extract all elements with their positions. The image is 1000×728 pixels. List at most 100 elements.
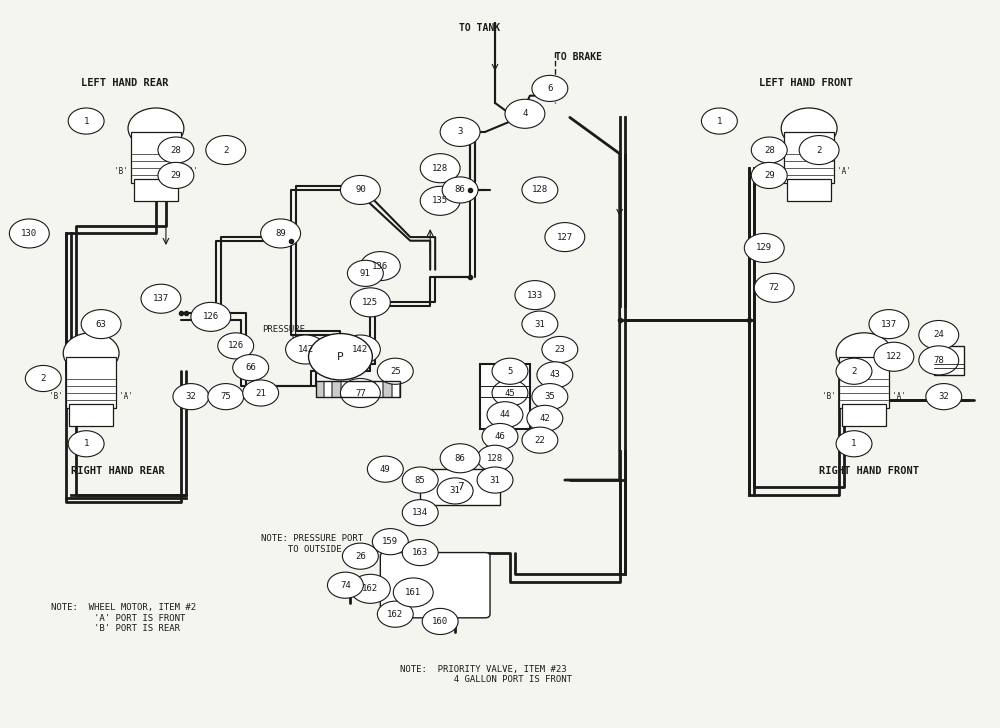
Text: 130: 130 (21, 229, 37, 238)
Bar (366, 381, 374, 397)
Bar (316, 381, 400, 397)
Text: 142: 142 (297, 345, 314, 354)
Text: 66: 66 (245, 363, 256, 372)
Circle shape (81, 309, 121, 339)
Circle shape (128, 108, 184, 149)
Bar (839, 357, 889, 408)
Bar (131, 132, 181, 183)
Circle shape (545, 223, 585, 252)
Text: 91: 91 (360, 269, 371, 278)
Bar (69, 404, 113, 426)
Text: 'B': 'B' (49, 392, 63, 401)
Text: 128: 128 (432, 164, 448, 173)
Circle shape (350, 574, 390, 604)
Text: 'A': 'A' (837, 167, 851, 176)
Text: 126: 126 (228, 341, 244, 350)
Text: TO TANK: TO TANK (459, 23, 501, 33)
Text: 137: 137 (153, 294, 169, 304)
Text: 85: 85 (415, 475, 426, 485)
Text: 28: 28 (764, 146, 775, 154)
Text: 86: 86 (455, 454, 465, 463)
Circle shape (836, 358, 872, 384)
Circle shape (744, 234, 784, 263)
Bar (842, 404, 886, 426)
Circle shape (440, 444, 480, 472)
Circle shape (243, 380, 279, 406)
Circle shape (527, 405, 563, 432)
Circle shape (492, 358, 528, 384)
Circle shape (402, 539, 438, 566)
Text: 32: 32 (185, 392, 196, 401)
Text: 'A': 'A' (119, 392, 133, 401)
Circle shape (440, 117, 480, 146)
Circle shape (542, 336, 578, 363)
Circle shape (874, 342, 914, 371)
Text: 'A': 'A' (892, 392, 906, 401)
Circle shape (340, 175, 380, 205)
Text: 63: 63 (96, 320, 106, 328)
Circle shape (309, 333, 372, 380)
Text: LEFT HAND FRONT: LEFT HAND FRONT (759, 79, 853, 88)
Text: 126: 126 (203, 312, 219, 321)
Text: 28: 28 (171, 146, 181, 154)
Circle shape (422, 609, 458, 635)
Text: 43: 43 (549, 371, 560, 379)
Text: 129: 129 (756, 243, 772, 253)
Circle shape (781, 108, 837, 149)
Circle shape (367, 456, 403, 482)
Circle shape (515, 280, 555, 309)
Text: 78: 78 (933, 356, 944, 365)
Circle shape (68, 108, 104, 134)
Text: RIGHT HAND REAR: RIGHT HAND REAR (71, 465, 165, 475)
Circle shape (173, 384, 209, 410)
Circle shape (360, 252, 400, 280)
Circle shape (208, 384, 244, 410)
Text: 89: 89 (275, 229, 286, 238)
Bar (392, 381, 399, 397)
Bar (349, 381, 357, 397)
Circle shape (25, 365, 61, 392)
Circle shape (751, 162, 787, 189)
Text: 25: 25 (390, 367, 401, 376)
Circle shape (393, 578, 433, 607)
Text: 86: 86 (455, 186, 465, 194)
Circle shape (218, 333, 254, 359)
Bar (324, 381, 331, 397)
Circle shape (836, 431, 872, 457)
Circle shape (919, 346, 959, 375)
Circle shape (350, 288, 390, 317)
Circle shape (522, 427, 558, 454)
Text: 159: 159 (382, 537, 398, 546)
Bar (375, 381, 382, 397)
Circle shape (477, 446, 513, 471)
Bar (134, 179, 178, 201)
Text: 1: 1 (83, 116, 89, 125)
Text: 31: 31 (490, 475, 500, 485)
Circle shape (372, 529, 408, 555)
Text: 'B': 'B' (767, 167, 781, 176)
Text: PRESSURE: PRESSURE (263, 325, 306, 333)
Circle shape (233, 355, 269, 381)
Circle shape (141, 284, 181, 313)
Text: 1: 1 (717, 116, 722, 125)
Text: 'A': 'A' (184, 167, 198, 176)
Text: P: P (337, 352, 344, 362)
Text: 125: 125 (362, 298, 378, 307)
Circle shape (158, 137, 194, 163)
Text: 29: 29 (764, 171, 775, 180)
Circle shape (505, 99, 545, 128)
Circle shape (402, 499, 438, 526)
Circle shape (836, 333, 892, 373)
Circle shape (377, 601, 413, 628)
Circle shape (437, 478, 473, 504)
Text: 161: 161 (405, 588, 421, 597)
Bar (358, 381, 365, 397)
Circle shape (340, 379, 380, 408)
Text: NOTE:  WHEEL MOTOR, ITEM #2
        'A' PORT IS FRONT
        'B' PORT IS REAR: NOTE: WHEEL MOTOR, ITEM #2 'A' PORT IS F… (51, 604, 196, 633)
Bar (784, 132, 834, 183)
Text: 163: 163 (412, 548, 428, 557)
Text: 134: 134 (412, 508, 428, 517)
Circle shape (537, 362, 573, 388)
Circle shape (926, 384, 962, 410)
Circle shape (9, 219, 49, 248)
